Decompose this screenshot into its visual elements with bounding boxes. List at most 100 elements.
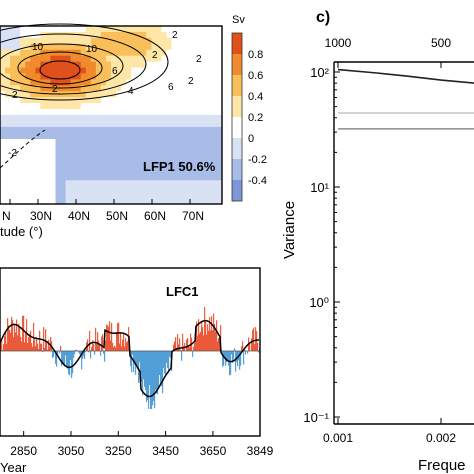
heatmap-cell: [116, 49, 122, 56]
heatmap-cell: [136, 120, 142, 128]
timeseries-bar: [155, 351, 157, 391]
heatmap-cell: [20, 61, 26, 68]
heatmap-cell: [60, 73, 66, 80]
timeseries-bar: [32, 346, 34, 351]
heatmap-cell: [216, 103, 223, 110]
timeseries-bar: [204, 306, 206, 351]
timeseries-bar: [251, 338, 253, 351]
timeseries-bar: [99, 344, 101, 351]
timeseries-bar: [43, 327, 45, 351]
timeseries-bar: [211, 316, 213, 351]
heatmap-cell: [166, 132, 172, 140]
heatmap-cell: [90, 144, 97, 151]
heatmap-cell: [95, 115, 102, 122]
heatmap-cell: [151, 97, 157, 104]
heatmap-cell: [126, 144, 132, 151]
timeseries-bar: [85, 351, 87, 353]
heatmap-cell: [116, 26, 122, 33]
heatmap-cell: [141, 55, 147, 62]
heatmap-cell: [100, 55, 107, 62]
heatmap-cell: [126, 120, 132, 128]
heatmap-cell: [151, 186, 157, 193]
heatmap-cell: [80, 156, 87, 163]
timeseries-bar: [125, 338, 127, 351]
timeseries-x-tick-label: 3849: [247, 444, 274, 458]
heatmap-cell: [156, 132, 162, 140]
heatmap-cell: [60, 115, 66, 122]
heatmap-cell: [166, 49, 172, 56]
heatmap-cell: [156, 67, 162, 74]
heatmap-cell: [50, 109, 56, 116]
heatmap-cell: [201, 115, 208, 122]
heatmap-cell: [126, 180, 132, 187]
heatmap-cell: [191, 91, 198, 98]
timeseries-bar: [67, 351, 69, 369]
heatmap-cell: [20, 103, 26, 110]
heatmap-cell: [201, 132, 208, 140]
heatmap-cell: [161, 97, 167, 104]
heatmap-cell: [105, 61, 112, 68]
heatmap-cell: [25, 126, 31, 134]
heatmap-cell: [166, 97, 172, 104]
timeseries-bar: [12, 320, 14, 351]
heatmap-cell: [25, 55, 31, 62]
heatmap-cell: [131, 132, 137, 140]
timeseries-bar: [242, 341, 244, 351]
heatmap-cell: [105, 73, 112, 80]
heatmap-cell: [121, 186, 127, 193]
timeseries-bar: [50, 336, 52, 351]
timeseries-bar: [199, 333, 201, 351]
timeseries-bar: [118, 322, 120, 351]
heatmap-cell: [116, 55, 122, 62]
heatmap-cell: [55, 115, 61, 122]
heatmap-cell: [126, 49, 132, 56]
timeseries-x-axis: 2850 3050 3250 3450 3650 3849: [10, 431, 274, 458]
heatmap-cell: [201, 91, 208, 98]
heatmap-cell: [55, 67, 61, 74]
heatmap-cell: [116, 120, 122, 128]
timeseries-panel: LFC1 2850 3050 3250 3450 3650 3849 Year: [0, 267, 274, 474]
heatmap-cell: [75, 126, 82, 134]
timeseries-bar: [84, 351, 86, 359]
heatmap-cell: [156, 61, 162, 68]
heatmap-cell: [161, 85, 167, 92]
heatmap-cell: [30, 132, 36, 140]
heatmap-cell: [151, 138, 157, 145]
heatmap-cell: [111, 115, 117, 122]
heatmap-cell: [50, 67, 56, 74]
heatmap-cell: [131, 49, 137, 56]
timeseries-bar: [81, 351, 83, 370]
heatmap-cell: [100, 79, 107, 86]
heatmap-cell: [196, 115, 203, 122]
heatmap-cell: [171, 115, 177, 122]
heatmap-cell: [105, 49, 112, 56]
heatmap-cell: [100, 85, 107, 92]
heatmap-cell: [85, 144, 92, 151]
timeseries-bar: [241, 346, 243, 351]
heatmap-cell: [75, 144, 82, 151]
heatmap-cell: [55, 73, 61, 80]
heatmap-cell: [85, 132, 92, 140]
heatmap-cell: [161, 150, 167, 157]
heatmap-cell: [70, 186, 76, 193]
heatmap-cell: [131, 103, 137, 110]
heatmap-cell: [85, 198, 92, 205]
heatmap-cell: [136, 31, 142, 39]
timeseries-bar: [148, 351, 150, 409]
timeseries-bar: [78, 351, 80, 353]
timeseries-x-tick-label: 2850: [10, 444, 37, 458]
heatmap-cell: [136, 180, 142, 187]
timeseries-bar: [196, 321, 198, 351]
heatmap-cell: [85, 115, 92, 122]
heatmap-cell: [131, 26, 137, 33]
timeseries-bar: [9, 329, 11, 351]
heatmap-cell: [141, 79, 147, 86]
timeseries-bar: [111, 322, 113, 351]
heatmap-cell: [65, 186, 71, 193]
heatmap-cell: [60, 198, 66, 205]
heatmap-cell: [5, 97, 11, 104]
heatmap-cell: [111, 186, 117, 193]
contour-label: 2: [12, 90, 18, 101]
heatmap-cell: [176, 138, 182, 145]
